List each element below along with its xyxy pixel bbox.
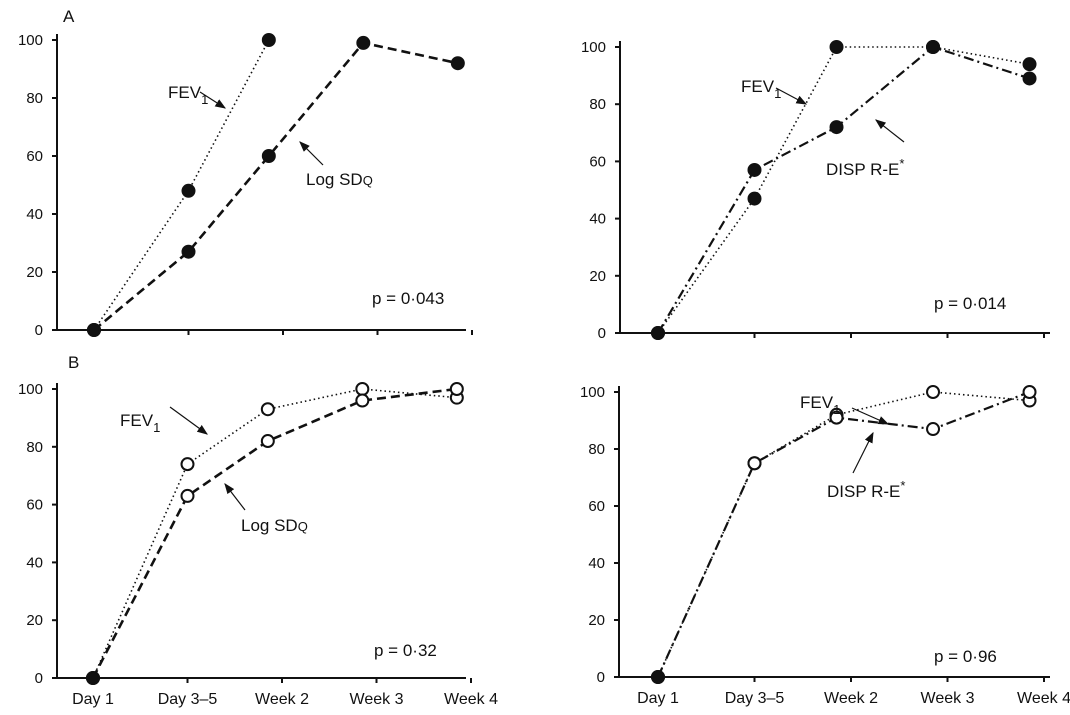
label-logsdq-a-left: Log SDQ <box>306 170 373 189</box>
data-point-disp-r-e- <box>1022 71 1037 86</box>
x-tick-label: Week 3 <box>921 690 975 707</box>
chart-panel-a-right: 0 20 40 60 80 100 <box>581 39 1050 342</box>
data-point-log-sdq <box>180 488 195 503</box>
y-tick-label: 20 <box>26 612 43 629</box>
data-point-disp-r-e- <box>829 120 844 135</box>
label-fev1-b-left: FEV1 <box>120 411 160 435</box>
y-tick-label: 100 <box>18 32 43 49</box>
arrow-fev1-b-right <box>851 407 890 425</box>
y-tick-label: 40 <box>26 554 43 571</box>
data-point-fev1 <box>260 402 275 417</box>
y-tick-label: 100 <box>18 381 43 398</box>
data-point-log-sdq <box>355 393 370 408</box>
data-point-fev1 <box>747 191 762 206</box>
y-tick-label: 100 <box>581 39 606 56</box>
x-tick-label: Day 1 <box>637 690 679 707</box>
x-tick-label: Day 3–5 <box>158 691 218 708</box>
y-tick-label: 60 <box>26 148 43 165</box>
x-tick-label: Week 3 <box>350 691 404 708</box>
data-point-disp-r-e- <box>926 422 941 437</box>
series-line-fev1 <box>657 46 1030 334</box>
arrow-fev1-b-left <box>169 406 208 435</box>
label-disp-b-right: DISP R-E* <box>827 478 905 501</box>
y-tick-label: 0 <box>598 325 606 342</box>
label-logsdq-b-left: Log SDQ <box>241 516 308 535</box>
arrow-disp-a-right <box>875 119 905 143</box>
data-point-fev1 <box>926 385 941 399</box>
p-value-a-left: p = 0·043 <box>372 289 444 308</box>
panel-label-a: A <box>63 7 75 26</box>
y-tick-label: 80 <box>588 441 605 458</box>
chart-panel-a-left: 0 20 40 60 80 100 <box>18 32 473 339</box>
label-fev1-a-right: FEV1 <box>741 77 781 101</box>
x-tick-label: Week 2 <box>255 691 309 708</box>
chart-panel-b-left: 0 20 40 60 80 100 Day 1 Day 3–5 Week 2 Week 3 Week… <box>18 381 498 708</box>
x-tick-label: Week 2 <box>824 690 878 707</box>
arrow-logsdq-b-left <box>224 483 246 511</box>
data-point-fev1 <box>180 457 195 472</box>
p-value-b-right: p = 0·96 <box>934 647 997 666</box>
label-disp-a-right: DISP R-E* <box>826 156 904 179</box>
y-tick-label: 40 <box>26 206 43 223</box>
p-value-b-left: p = 0·32 <box>374 641 437 660</box>
data-point-log-sdq <box>356 35 371 50</box>
series-line-fev1 <box>657 391 1030 678</box>
data-point-disp-r-e- <box>926 40 941 54</box>
label-fev1-b-right: FEV1 <box>800 393 840 417</box>
series-line-fev1 <box>92 388 457 679</box>
data-point-fev1 <box>181 183 196 198</box>
data-point-disp-r-e- <box>1022 385 1037 399</box>
data-point-disp-r-e- <box>829 410 844 425</box>
arrow-logsdq-a-left <box>299 141 324 166</box>
y-tick-label: 20 <box>26 264 43 281</box>
data-point-log-sdq <box>86 671 100 685</box>
y-tick-label: 0 <box>35 322 43 339</box>
x-tick-label: Day 1 <box>72 691 114 708</box>
data-point-fev1 <box>355 382 370 396</box>
series-line-disp-r-e- <box>656 390 1030 678</box>
y-tick-label: 20 <box>588 612 605 629</box>
data-point-disp-r-e- <box>651 670 665 684</box>
panel-label-b: B <box>68 353 79 372</box>
data-point-fev1 <box>261 33 276 47</box>
y-tick-label: 60 <box>588 498 605 515</box>
y-tick-label: 20 <box>589 268 606 285</box>
y-tick-label: 80 <box>26 90 43 107</box>
p-value-a-right: p = 0·014 <box>934 294 1006 313</box>
y-tick-label: 0 <box>597 669 605 686</box>
y-tick-label: 0 <box>35 670 43 687</box>
series-line-log-sdq <box>93 41 459 332</box>
data-point-log-sdq <box>181 244 196 259</box>
label-fev1-a-left: FEV1 <box>168 83 208 107</box>
data-point-disp-r-e- <box>747 456 762 471</box>
y-tick-label: 80 <box>26 439 43 456</box>
y-tick-label: 40 <box>589 211 606 228</box>
data-point-log-sdq <box>87 323 101 337</box>
data-point-log-sdq <box>260 434 275 449</box>
data-point-log-sdq <box>261 149 276 163</box>
y-tick-label: 60 <box>26 497 43 514</box>
x-tick-label: Day 3–5 <box>725 690 785 707</box>
arrow-disp-b-right <box>852 431 874 474</box>
chart-panel-b-right: 0 20 40 60 80 100 Day 1 Day 3–5 Week 2 Week 3 Week… <box>580 384 1070 707</box>
x-tick-label: Week 4 <box>1017 690 1070 707</box>
data-point-disp-r-e- <box>651 326 665 340</box>
y-tick-label: 100 <box>580 384 605 401</box>
y-tick-label: 40 <box>588 555 605 572</box>
arrow-fev1-a-left <box>199 91 227 109</box>
data-point-log-sdq <box>449 382 464 396</box>
data-point-fev1 <box>829 40 844 54</box>
data-point-disp-r-e- <box>747 162 762 177</box>
arrow-fev1-a-right <box>775 87 808 105</box>
y-tick-label: 80 <box>589 96 606 113</box>
x-tick-label: Week 4 <box>444 691 498 708</box>
data-point-fev1 <box>1022 57 1037 72</box>
data-point-log-sdq <box>450 56 465 71</box>
y-tick-label: 60 <box>589 153 606 170</box>
series-line-disp-r-e- <box>657 45 1030 334</box>
